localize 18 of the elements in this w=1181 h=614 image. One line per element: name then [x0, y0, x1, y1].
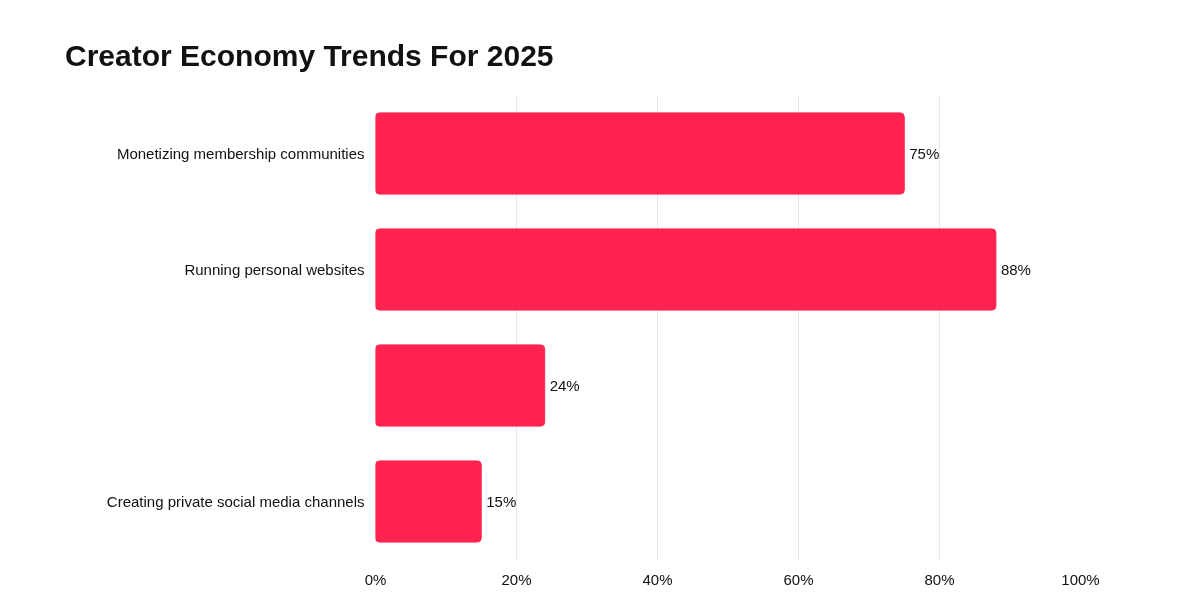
- data-label: 88%: [1000, 261, 1031, 278]
- chart-title: Creator Economy Trends For 2025: [64, 38, 554, 74]
- x-tick-label: 0%: [364, 570, 387, 588]
- x-tick-label: 80%: [924, 570, 955, 588]
- bar: [375, 112, 905, 195]
- x-tick-label: 20%: [501, 570, 532, 588]
- y-tick-label: Running personal websites: [184, 261, 365, 278]
- x-tick-label: 40%: [642, 570, 673, 588]
- x-tick-label: 100%: [1061, 570, 1100, 588]
- bar: [375, 344, 546, 427]
- y-tick-label: Monetizing membership communities: [116, 145, 365, 162]
- bar: [375, 460, 482, 543]
- data-label: 75%: [909, 145, 940, 162]
- x-tick-label: 60%: [783, 570, 814, 588]
- y-tick-label: Creating private social media channels: [106, 493, 365, 510]
- data-label: 24%: [549, 377, 580, 394]
- bar: [375, 228, 997, 311]
- data-label: 15%: [486, 493, 517, 510]
